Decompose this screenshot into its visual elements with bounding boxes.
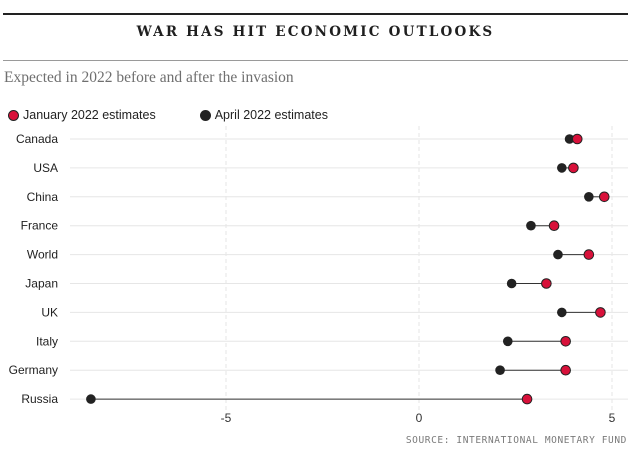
category-label: USA <box>33 161 58 175</box>
category-label: Italy <box>36 334 58 348</box>
x-tick-label: -5 <box>221 411 232 425</box>
legend-label-april: April 2022 estimates <box>214 108 328 122</box>
january-point <box>583 249 595 260</box>
category-label: France <box>21 219 59 233</box>
april-point <box>584 192 594 202</box>
january-point <box>548 220 560 231</box>
january-point <box>571 133 583 145</box>
january-point <box>595 307 606 318</box>
january-point <box>560 336 571 347</box>
april-point <box>553 249 563 260</box>
april-point <box>502 336 513 347</box>
april-point <box>86 394 96 404</box>
top-rule <box>3 13 628 15</box>
chart-title: WAR HAS HIT ECONOMIC OUTLOOKS <box>136 24 495 40</box>
legend-label-january: January 2022 estimates <box>23 108 156 122</box>
january-point <box>568 162 579 174</box>
x-tick-label: 0 <box>416 411 423 425</box>
january-point <box>521 393 533 405</box>
category-label: China <box>27 190 59 204</box>
chart-subtitle: Expected in 2022 before and after the in… <box>4 69 294 86</box>
category-label: Germany <box>9 363 58 377</box>
april-point <box>495 365 505 376</box>
category-label: World <box>27 248 58 262</box>
april-point <box>557 307 567 318</box>
april-point <box>564 134 575 144</box>
january-point <box>560 364 571 376</box>
category-label: Japan <box>25 277 58 291</box>
category-label: UK <box>41 305 58 319</box>
january-point <box>598 191 610 203</box>
legend-swatch-april-icon <box>199 109 211 121</box>
legend-item-january: January 2022 estimates <box>8 108 156 122</box>
legend-swatch-january-icon <box>8 109 19 121</box>
april-point <box>526 220 536 231</box>
source-note: SOURCE: INTERNATIONAL MONETARY FUND <box>405 435 627 446</box>
title-rule <box>3 60 628 61</box>
january-point <box>541 278 552 289</box>
april-point <box>557 163 567 173</box>
april-point <box>506 278 517 289</box>
legend: January 2022 estimates April 2022 estima… <box>8 107 328 123</box>
x-tick-label: 5 <box>609 411 616 425</box>
legend-item-april: April 2022 estimates <box>199 108 328 122</box>
category-label: Russia <box>21 392 58 406</box>
category-label: Canada <box>16 132 58 146</box>
